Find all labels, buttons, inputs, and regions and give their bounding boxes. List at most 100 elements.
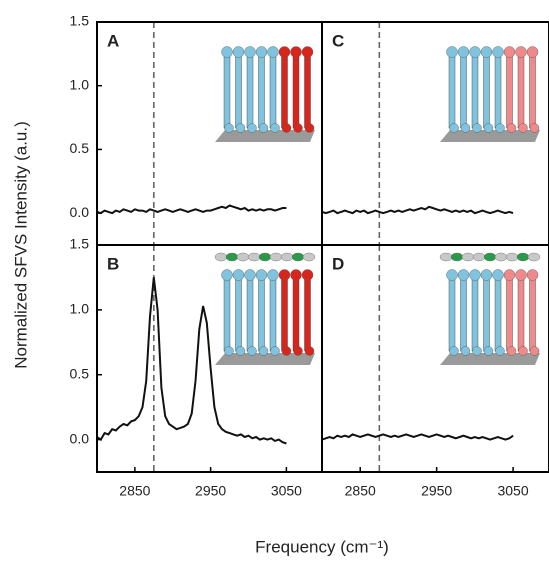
lipid-chain	[483, 53, 490, 129]
lipid-head	[281, 346, 292, 356]
lipid-head	[457, 269, 470, 281]
adsorbed-molecule	[450, 252, 464, 262]
lipid-head	[480, 269, 493, 281]
lipid-head	[460, 346, 471, 356]
lipid-head	[492, 269, 504, 281]
lipid-chain	[448, 53, 456, 129]
lipid-head	[258, 123, 269, 133]
y-tick-label: 0.5	[70, 140, 90, 156]
lipid-head	[281, 123, 292, 133]
lipid-head	[244, 46, 256, 58]
adsorbed-molecule	[236, 252, 250, 262]
lipid-chain	[269, 276, 277, 352]
lipid-head	[235, 123, 246, 133]
lipid-chain	[471, 53, 479, 129]
adsorbed-molecule	[291, 252, 305, 262]
adsorbed-molecule	[516, 252, 530, 262]
lipid-head	[247, 123, 257, 133]
lipid-head	[457, 46, 470, 58]
lipid-head	[232, 46, 245, 58]
lipid-chain	[517, 53, 525, 129]
lipid-chain	[235, 53, 242, 129]
adsorbed-molecule	[439, 252, 453, 262]
lipid-head	[270, 123, 280, 133]
panel-label: D	[332, 254, 344, 273]
lipid-head	[221, 269, 233, 281]
lipid-chain	[281, 276, 288, 352]
spectrum-line	[96, 204, 287, 215]
lipid-head	[469, 269, 481, 281]
lipid-chain	[269, 53, 277, 129]
lipid-head	[224, 346, 234, 356]
lipid-head	[446, 269, 458, 281]
lipid-head	[469, 46, 481, 58]
lipid-head	[235, 346, 246, 356]
lipid-chain	[246, 276, 254, 352]
lipid-head	[492, 46, 504, 58]
lipid-head	[526, 46, 539, 58]
lipid-head	[503, 46, 516, 58]
adsorbed-molecule	[472, 252, 486, 262]
lipid-head	[301, 269, 314, 281]
lipid-head	[278, 46, 291, 58]
lipid-chain	[517, 276, 525, 352]
lipid-chain	[304, 53, 311, 129]
lipid-chain	[223, 53, 231, 129]
lipid-head	[460, 123, 471, 133]
lipid-head	[304, 346, 315, 356]
adsorbed-molecule	[225, 252, 239, 262]
lipid-chain	[483, 276, 490, 352]
y-tick-label: 1.0	[70, 76, 90, 92]
x-tick-label: 3050	[497, 483, 528, 499]
adsorbed-molecule	[302, 252, 316, 262]
lipid-head	[480, 46, 493, 58]
lipid-head	[304, 123, 315, 133]
x-tick-label: 2850	[119, 483, 150, 499]
x-tick-label: 2850	[345, 483, 376, 499]
lipid-head	[472, 346, 482, 356]
panel-label: B	[107, 254, 119, 273]
y-tick-label: 0.0	[70, 430, 90, 446]
lipid-head	[446, 46, 458, 58]
lipid-head	[518, 346, 528, 356]
adsorbed-molecule	[505, 252, 519, 262]
lipid-head	[472, 123, 482, 133]
lipid-chain	[258, 276, 265, 352]
lipid-head	[267, 46, 279, 58]
lipid-chain	[529, 276, 536, 352]
inset-illustration	[214, 252, 316, 365]
spectrum-line	[321, 205, 514, 215]
substrate	[215, 130, 315, 142]
lipid-chain	[494, 276, 502, 352]
lipid-head	[247, 346, 257, 356]
x-tick-label: 2950	[195, 483, 226, 499]
lipid-chain	[460, 276, 467, 352]
adsorbed-molecule	[269, 252, 283, 262]
lipid-chain	[258, 53, 265, 129]
adsorbed-molecule	[247, 252, 261, 262]
lipid-head	[495, 346, 505, 356]
lipid-head	[270, 346, 280, 356]
lipid-head	[255, 46, 268, 58]
y-axis-label: Normalized SFVS Intensity (a.u.)	[11, 121, 30, 369]
lipid-head	[290, 269, 302, 281]
lipid-head	[301, 46, 314, 58]
lipid-chain	[246, 53, 254, 129]
adsorbed-molecule	[280, 252, 294, 262]
lipid-head	[449, 123, 459, 133]
y-tick-label: 1.0	[70, 301, 90, 317]
adsorbed-molecule	[258, 252, 272, 262]
lipid-head	[503, 269, 516, 281]
substrate	[215, 353, 315, 365]
lipid-head	[221, 46, 233, 58]
panel-label: A	[107, 31, 119, 50]
lipid-head	[529, 346, 540, 356]
lipid-head	[518, 123, 528, 133]
lipid-chain	[506, 276, 513, 352]
lipid-chain	[506, 53, 513, 129]
lipid-head	[529, 123, 540, 133]
lipid-head	[244, 269, 256, 281]
adsorbed-molecule	[494, 252, 508, 262]
lipid-chain	[223, 276, 231, 352]
lipid-chain	[235, 276, 242, 352]
